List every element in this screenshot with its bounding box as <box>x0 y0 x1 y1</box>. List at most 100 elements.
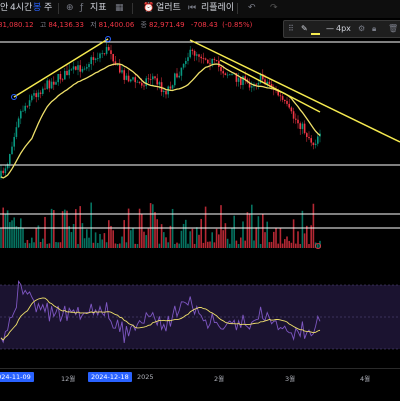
volume-bar <box>66 210 68 248</box>
candle <box>277 89 279 96</box>
volume-bar <box>158 243 161 248</box>
candle <box>314 143 317 146</box>
candle <box>174 73 176 86</box>
volume-bar <box>246 212 249 248</box>
candle <box>255 83 257 85</box>
candle <box>158 82 161 85</box>
time-axis-label: 12월 <box>61 375 76 383</box>
last-bar-marker[interactable] <box>314 242 321 249</box>
candle <box>20 111 22 119</box>
volume-bar <box>240 237 242 248</box>
candle <box>306 133 308 137</box>
trendline-anchor[interactable] <box>105 36 111 42</box>
candle <box>11 146 13 155</box>
line-width-value[interactable]: 4px <box>336 24 351 33</box>
settings-icon[interactable]: ⚙ <box>358 24 366 33</box>
candle <box>130 79 132 82</box>
candle <box>90 57 92 65</box>
candle <box>229 74 231 76</box>
candle <box>231 74 233 76</box>
candle <box>213 58 216 61</box>
candle <box>264 79 266 85</box>
candle <box>37 92 40 98</box>
indicators-button[interactable]: 지표 <box>90 3 107 13</box>
candle <box>240 78 242 85</box>
trendline-anchor[interactable] <box>11 94 17 100</box>
timeframe-selector[interactable]: 4시간 <box>10 3 33 13</box>
candle <box>97 58 99 60</box>
templates-icon[interactable]: ▦ <box>115 3 124 13</box>
candle <box>57 73 59 83</box>
volume-bar <box>53 210 55 248</box>
candle <box>64 70 66 80</box>
timeframe-prefix[interactable]: 안 <box>0 3 9 13</box>
volume-bar <box>13 217 15 248</box>
line-width-icon[interactable]: — <box>326 24 334 33</box>
redo-icon[interactable]: ↷ <box>270 3 278 13</box>
indicators-icon[interactable]: ƒ <box>80 3 84 13</box>
volume-bar <box>189 231 191 248</box>
volume-bar <box>46 243 48 248</box>
candle <box>147 78 150 80</box>
candle <box>165 90 167 95</box>
volume-bar <box>97 242 99 248</box>
trendline-downtrend-short[interactable] <box>219 59 321 113</box>
volume-bar <box>196 227 198 248</box>
candle <box>292 111 295 119</box>
lock-icon[interactable]: 🔒︎ <box>372 24 377 33</box>
volume-bar <box>299 243 301 248</box>
volume-bar <box>233 215 235 248</box>
trendline-downtrend-long[interactable] <box>189 39 400 143</box>
candle <box>182 63 185 68</box>
candle <box>226 74 229 76</box>
volume-bar <box>64 209 66 248</box>
candle <box>42 88 44 94</box>
candle <box>116 64 119 66</box>
chart-canvas[interactable] <box>0 18 400 368</box>
volume-bar <box>237 243 240 248</box>
volume-bar <box>275 228 277 248</box>
interval-selector[interactable]: 봉 <box>33 3 42 13</box>
volume-bar <box>248 213 251 248</box>
time-axis[interactable]: 2024-11-09 12월 2024-12-18 2025 2월 3월 4월 <box>0 368 400 401</box>
volume-bar <box>68 226 70 248</box>
drag-handle-icon[interactable]: ⠿ <box>288 24 294 33</box>
candle <box>50 81 53 89</box>
candle <box>299 123 301 129</box>
alert-button[interactable]: 얼러트 <box>156 3 181 13</box>
time-axis-label: 2025 <box>137 373 154 381</box>
volume-bar <box>33 242 35 248</box>
volume-bar <box>79 206 81 248</box>
time-axis-label: 4월 <box>360 375 371 383</box>
trendline-uptrend[interactable] <box>13 38 109 98</box>
candle <box>149 79 152 80</box>
candle <box>154 76 156 79</box>
candle <box>6 164 9 169</box>
volume-bar <box>178 243 180 248</box>
rsi-line <box>0 280 321 344</box>
candle <box>138 81 141 83</box>
candle <box>171 85 174 89</box>
replay-button[interactable]: 리플레이 <box>201 3 235 13</box>
candle <box>288 103 290 108</box>
alert-icon[interactable]: ⏰ <box>143 3 155 13</box>
delete-icon[interactable]: 🗑︎ <box>388 24 399 33</box>
volume-bar <box>310 225 312 248</box>
pencil-icon[interactable]: ✎ <box>301 24 308 33</box>
candle <box>222 71 224 74</box>
line-color-swatch[interactable] <box>311 33 320 35</box>
volume-bar <box>279 228 282 248</box>
undo-icon[interactable]: ↶ <box>248 3 256 13</box>
candle <box>121 70 123 73</box>
rsi-ma-line <box>0 297 321 341</box>
chart-type-selector[interactable]: 주 <box>44 3 53 13</box>
volume-bar <box>264 232 266 248</box>
candle <box>33 93 35 96</box>
volume-bar <box>81 223 84 248</box>
volume-bar <box>121 236 123 248</box>
replay-icon[interactable]: ⏮ <box>188 3 197 13</box>
compare-icon[interactable]: ⊕ <box>66 3 74 13</box>
volume-bar <box>187 243 189 248</box>
candle <box>286 101 288 104</box>
candle <box>268 81 271 85</box>
